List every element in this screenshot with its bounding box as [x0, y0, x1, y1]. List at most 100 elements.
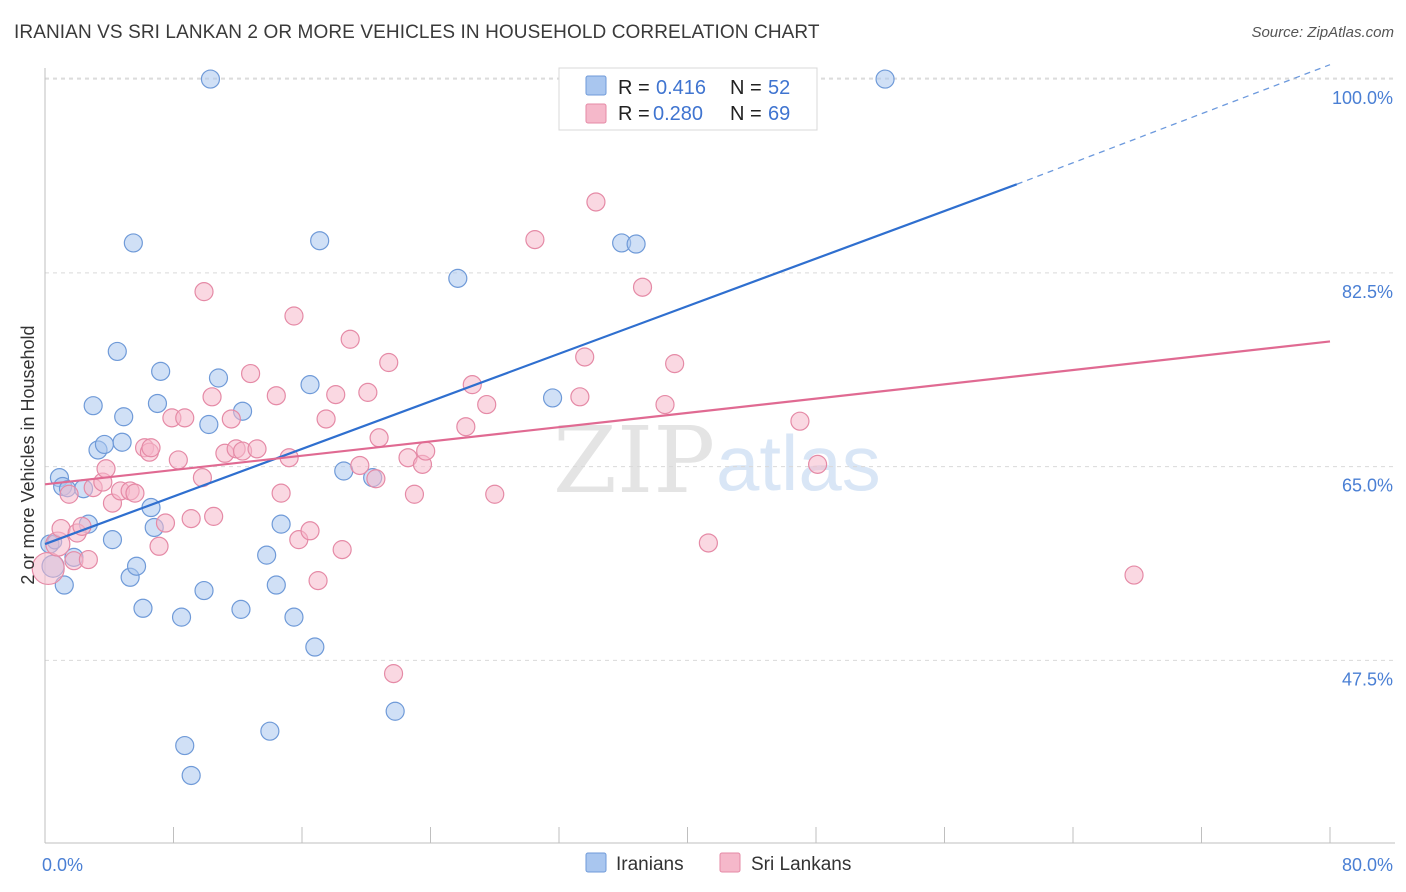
srilankan-point	[202, 387, 222, 407]
iranian-point	[107, 341, 127, 362]
iranian-point	[260, 721, 280, 741]
source-label: Source: ZipAtlas.com	[1251, 24, 1394, 41]
iranian-point	[114, 407, 134, 427]
srilankan-point	[350, 455, 370, 476]
srilankan-point	[326, 385, 346, 405]
y-axis-label: 2 or more Vehicles in Household	[18, 325, 38, 584]
srilankan-point	[358, 382, 378, 402]
srilankan-point	[194, 282, 214, 302]
srilankan-point	[59, 484, 79, 504]
iranian-point	[133, 598, 153, 618]
iranian-point	[334, 461, 354, 481]
watermark-zip: ZIP	[553, 407, 715, 514]
srilankan-point	[1124, 565, 1144, 585]
y-tick-label: 47.5%	[1342, 669, 1393, 689]
iranian-point	[626, 234, 646, 254]
iranian-point	[151, 361, 171, 381]
bottom-legend: Iranians Sri Lankans	[585, 852, 851, 875]
srilankan-point	[141, 438, 161, 458]
bottom-legend-swatch-iranians	[585, 852, 607, 873]
x-tick-label: 0.0%	[42, 855, 83, 875]
srilankan-point	[379, 352, 399, 373]
y-tick-label: 100.0%	[1332, 88, 1393, 108]
iranian-point	[385, 701, 405, 721]
chart-title: IRANIAN VS SRI LANKAN 2 OR MORE VEHICLES…	[14, 22, 820, 43]
srilankan-point	[300, 521, 320, 541]
y-tick-label: 65.0%	[1342, 476, 1393, 496]
iranian-point	[875, 69, 895, 89]
srilankan-point	[790, 411, 810, 431]
srilankan-point	[575, 347, 595, 367]
iranian-point	[257, 545, 277, 565]
srilankan-point	[332, 540, 352, 560]
srilankan-point	[78, 549, 98, 570]
srilankan-point	[383, 664, 404, 684]
iranian-point	[199, 414, 219, 435]
legend-box: R = 0.416 N = 52 R = 0.280 N = 69	[558, 67, 818, 131]
iranian-point	[147, 393, 168, 414]
srilankan-point	[284, 306, 304, 326]
srilankan-point	[416, 441, 436, 461]
legend-r-label-srilankans: R =	[618, 103, 650, 125]
bottom-legend-srilankans: Sri Lankans	[751, 854, 851, 875]
srilankan-point	[485, 484, 505, 504]
iranian-point	[83, 396, 103, 416]
srilankan-point	[570, 387, 590, 407]
axes: 47.5% 65.0% 82.5% 100.0% 0.0% 80.0%	[42, 68, 1395, 875]
x-tick-label: 80.0%	[1342, 855, 1393, 875]
iranian-point	[175, 735, 195, 756]
srilankan-point	[241, 363, 261, 384]
iranian-point	[102, 530, 123, 550]
iranian-point	[300, 375, 320, 395]
iranian-point	[266, 575, 286, 595]
srilankan-point	[181, 509, 201, 529]
iranian-point	[200, 69, 221, 89]
iranian-point	[123, 233, 143, 253]
srilankan-point	[31, 551, 65, 586]
iranian-point	[171, 607, 192, 627]
bottom-legend-iranians: Iranians	[616, 854, 684, 875]
iranian-trend-extension	[1016, 64, 1331, 185]
srilankan-point	[366, 469, 386, 489]
iranian-point	[448, 268, 468, 288]
srilankan-point	[155, 513, 176, 533]
iranian-point	[310, 231, 330, 251]
iranian-point	[54, 575, 74, 595]
srilankan-point	[149, 536, 169, 556]
srilankan-point	[586, 192, 606, 212]
iranian-point	[542, 388, 563, 408]
legend-r-label-iranians: R =	[618, 77, 650, 99]
iranian-point	[208, 368, 229, 388]
legend-n-value-iranians: 52	[768, 77, 790, 99]
srilankan-point	[96, 459, 116, 479]
srilankan-point	[266, 386, 286, 406]
srilankan-point	[340, 329, 360, 349]
bottom-legend-swatch-srilankans	[719, 852, 741, 873]
iranian-point	[126, 556, 147, 576]
srilankan-point	[168, 450, 188, 470]
legend-r-value-srilankans: 0.280	[653, 103, 703, 125]
srilankan-point	[308, 571, 328, 591]
iranian-point	[181, 765, 201, 786]
iranian-point	[305, 637, 325, 657]
iranian-point	[94, 434, 115, 455]
trend-lines	[44, 64, 1331, 546]
legend-r-value-iranians: 0.416	[656, 77, 706, 99]
srilankan-point	[316, 409, 336, 429]
watermark-atlas: atlas	[716, 419, 881, 507]
legend-n-label-iranians: N =	[730, 77, 762, 99]
legend-swatch-srilankans	[585, 103, 607, 124]
srilankan-point	[655, 394, 675, 415]
legend-n-label-srilankans: N =	[730, 103, 762, 125]
legend-swatch-iranians	[585, 75, 607, 96]
srilankan-point	[404, 484, 425, 504]
srilankan-trend-line	[44, 340, 1331, 486]
srilankan-point	[125, 483, 145, 503]
iranian-point	[112, 432, 132, 452]
srilankan-points	[31, 192, 1144, 684]
srilankan-point	[221, 409, 241, 429]
legend-n-value-srilankans: 69	[768, 103, 790, 125]
iranian-point	[271, 514, 291, 534]
iranian-point	[231, 599, 251, 619]
srilankan-point	[271, 483, 291, 503]
